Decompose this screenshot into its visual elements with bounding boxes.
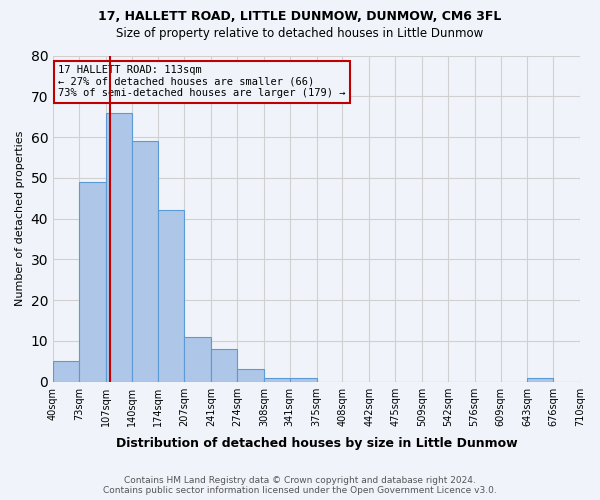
Bar (158, 210, 184, 382)
Bar (290, 378, 317, 382)
Bar (184, 337, 211, 382)
Text: Contains HM Land Registry data © Crown copyright and database right 2024.
Contai: Contains HM Land Registry data © Crown c… (103, 476, 497, 495)
Bar (79, 182, 106, 382)
Bar (237, 370, 264, 382)
X-axis label: Distribution of detached houses by size in Little Dunmow: Distribution of detached houses by size … (116, 437, 517, 450)
Bar (527, 378, 553, 382)
Bar (106, 112, 131, 382)
Text: 17, HALLETT ROAD, LITTLE DUNMOW, DUNMOW, CM6 3FL: 17, HALLETT ROAD, LITTLE DUNMOW, DUNMOW,… (98, 10, 502, 23)
Bar (53, 362, 79, 382)
Bar (264, 378, 290, 382)
Bar (131, 141, 158, 382)
Y-axis label: Number of detached properties: Number of detached properties (15, 131, 25, 306)
Bar (211, 349, 237, 382)
Text: Size of property relative to detached houses in Little Dunmow: Size of property relative to detached ho… (116, 28, 484, 40)
Text: 17 HALLETT ROAD: 113sqm
← 27% of detached houses are smaller (66)
73% of semi-de: 17 HALLETT ROAD: 113sqm ← 27% of detache… (58, 66, 346, 98)
